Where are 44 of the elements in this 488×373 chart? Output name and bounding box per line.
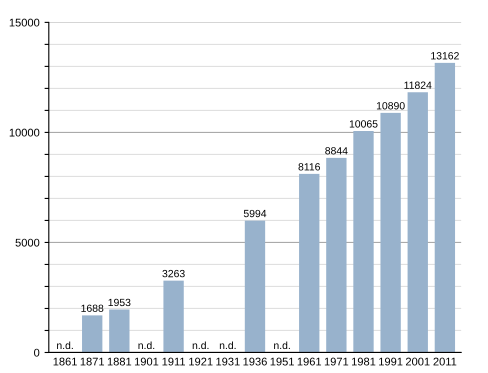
- x-tick-label: 1931: [216, 358, 240, 366]
- text: n.d.: [274, 341, 290, 350]
- x-tick-label: 1991: [379, 358, 402, 366]
- x-tick-label: 1901: [134, 358, 158, 366]
- x-tick-label: 1921: [189, 358, 213, 366]
- data-label: 10065: [350, 120, 378, 128]
- x-tick-label: 1871: [80, 358, 104, 366]
- data-label: 3263: [162, 270, 185, 278]
- x-tick-label: 1961: [298, 358, 322, 366]
- data-label: 13162: [431, 52, 459, 60]
- text: n.d.: [220, 341, 236, 350]
- bar: [408, 92, 428, 352]
- y-tick-label: 5000: [16, 238, 40, 247]
- y-tick-label: 10000: [10, 128, 40, 137]
- bar: [434, 62, 456, 352]
- data-label: 8116: [298, 163, 320, 170]
- x-tick-label: 1911: [162, 358, 185, 366]
- bar: [109, 310, 130, 352]
- data-label: 1953: [108, 298, 130, 306]
- data-label: 1688: [81, 304, 104, 312]
- data-label: 10890: [376, 102, 405, 110]
- data-label: 5994: [244, 210, 266, 218]
- y-tick-label: 0: [34, 348, 40, 357]
- x-tick-label: 1981: [352, 358, 376, 366]
- x-tick-label: 1861: [54, 358, 77, 366]
- text: n.d.: [138, 341, 154, 350]
- y-tick-label: 15000: [10, 18, 40, 27]
- data-label: 11824: [404, 82, 432, 89]
- bar: [82, 315, 102, 352]
- data-label: 8844: [325, 147, 348, 154]
- bar: [299, 174, 320, 352]
- x-tick-label: 2011: [433, 358, 456, 366]
- x-tick-label: 2001: [406, 358, 430, 366]
- x-tick-label: 1971: [324, 358, 348, 366]
- bar: [163, 280, 184, 352]
- x-tick-label: 1936: [243, 358, 267, 366]
- bar: [380, 112, 401, 352]
- x-tick-label: 1881: [108, 358, 132, 366]
- bar: [353, 130, 374, 352]
- bar: [326, 158, 347, 352]
- bar: [244, 220, 266, 352]
- text: n.d.: [192, 341, 208, 350]
- x-tick-label: 1951: [270, 358, 294, 366]
- text: n.d.: [57, 341, 73, 350]
